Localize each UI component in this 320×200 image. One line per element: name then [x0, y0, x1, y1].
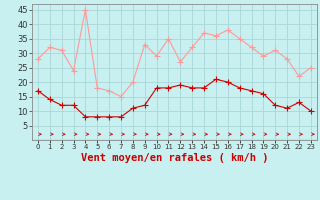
X-axis label: Vent moyen/en rafales ( km/h ): Vent moyen/en rafales ( km/h ): [81, 153, 268, 163]
